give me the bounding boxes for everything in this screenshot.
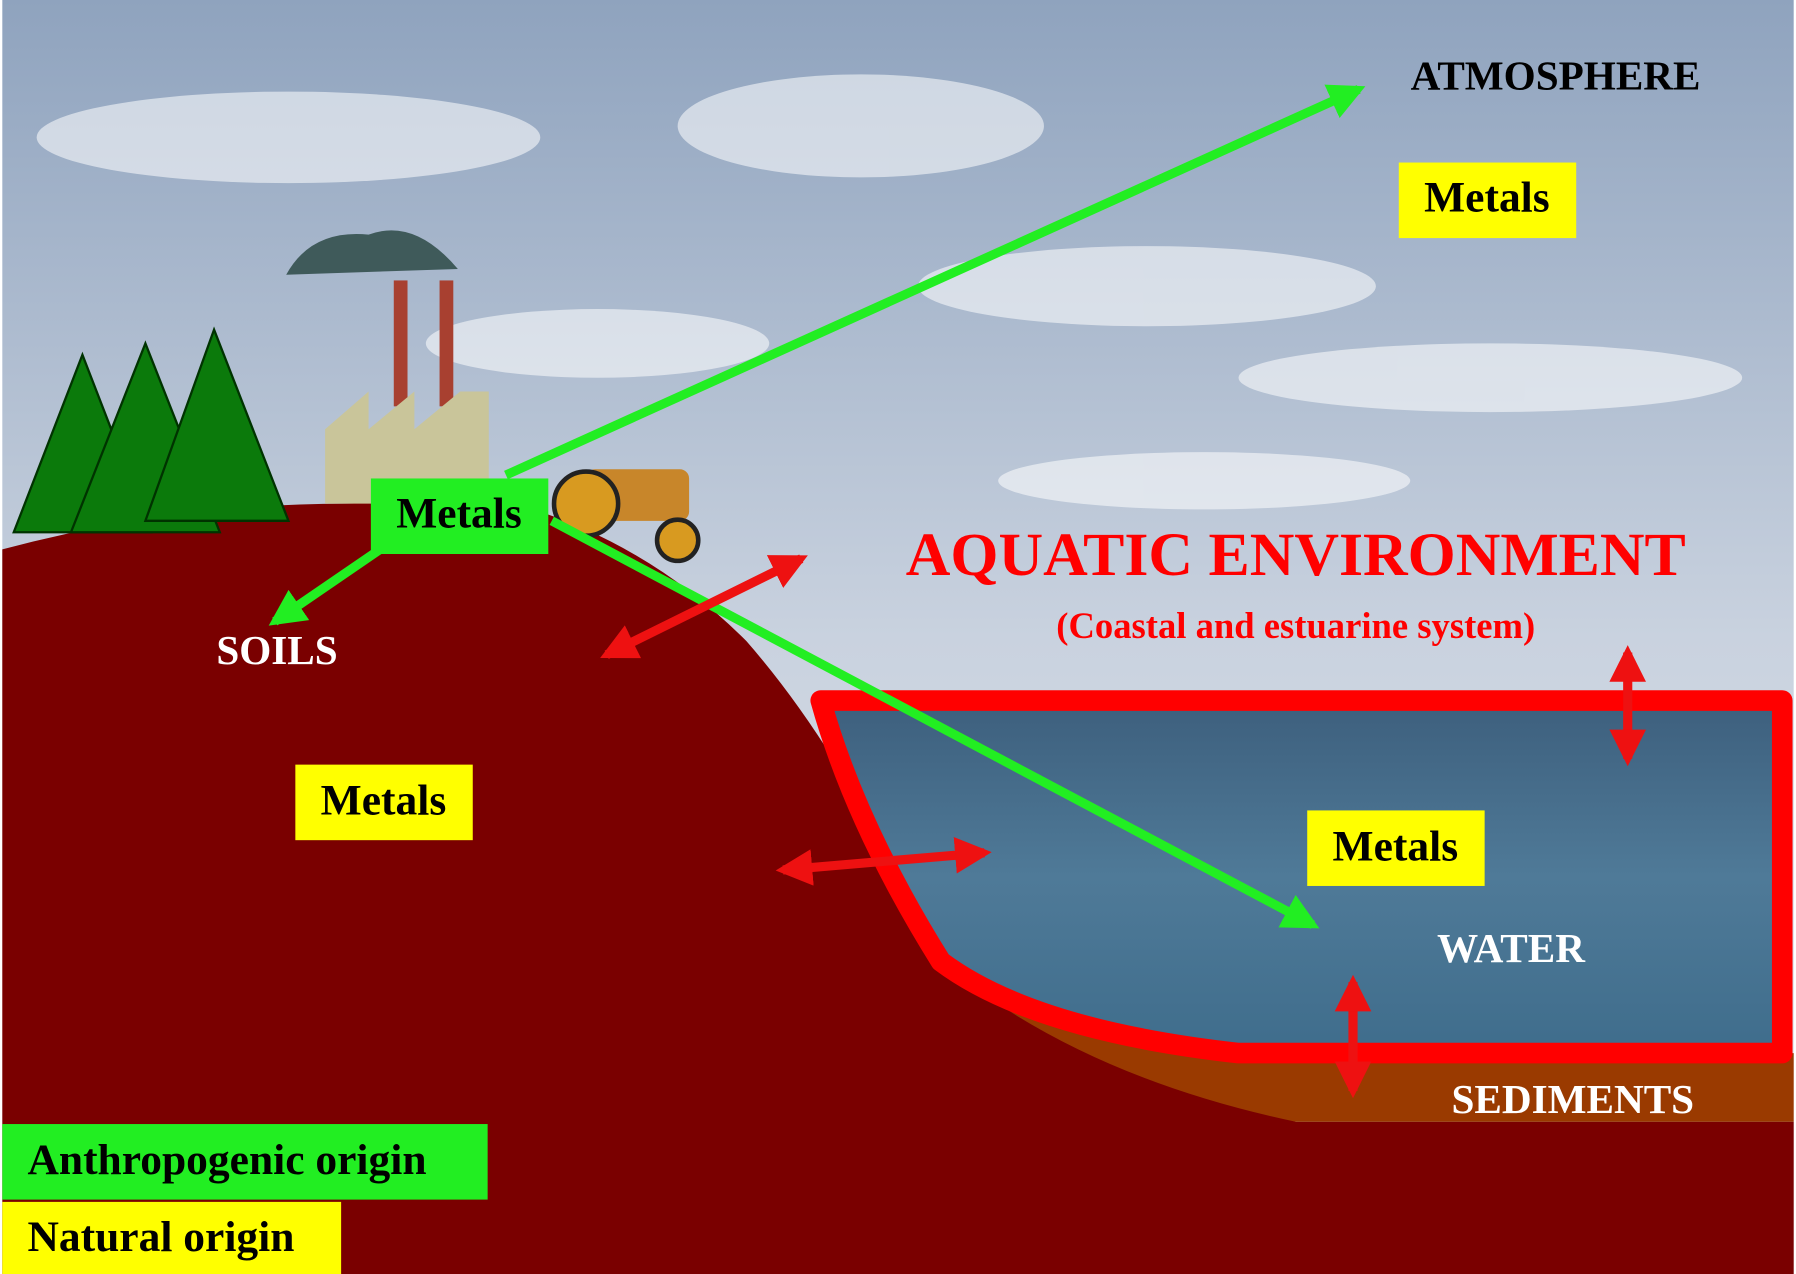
aquatic-subtitle: (Coastal and estuarine system) xyxy=(1056,605,1535,646)
metals-label: Metals xyxy=(321,777,447,825)
aquatic-title: AQUATIC ENVIRONMENT xyxy=(906,521,1686,589)
sediments-label: SEDIMENTS xyxy=(1451,1076,1694,1122)
metals-label: Metals xyxy=(1333,822,1459,870)
water-label: WATER xyxy=(1437,925,1586,971)
metals-label: Metals xyxy=(1424,173,1550,221)
legend-label: Natural origin xyxy=(27,1213,294,1261)
soils-label: SOILS xyxy=(216,627,337,673)
atmosphere-label: ATMOSPHERE xyxy=(1411,53,1701,99)
legend-label: Anthropogenic origin xyxy=(27,1136,426,1184)
metals-label: Metals xyxy=(396,489,522,537)
diagram: ATMOSPHERE Metals Metals SOILS Metals AQ… xyxy=(0,0,1796,1274)
